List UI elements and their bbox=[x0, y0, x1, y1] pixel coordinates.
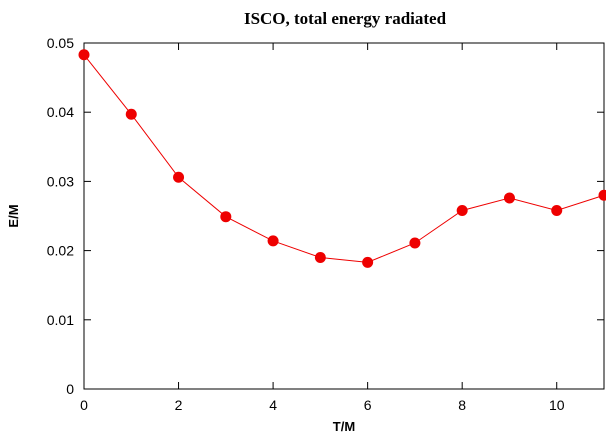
y-tick-label: 0 bbox=[66, 381, 74, 397]
data-point bbox=[125, 108, 137, 120]
x-tick-label: 2 bbox=[175, 397, 183, 413]
data-point bbox=[173, 171, 185, 183]
data-point bbox=[409, 237, 421, 249]
data-point bbox=[503, 192, 515, 204]
data-point bbox=[314, 252, 326, 264]
series-line bbox=[83, 54, 605, 263]
axis-tick-labels: 0 2 4 6 8 10 0 0.01 0.02 0.03 0.04 0.05 bbox=[47, 35, 565, 413]
x-tick-label: 0 bbox=[80, 397, 88, 413]
chart-title: ISCO, total energy radiated bbox=[244, 9, 447, 28]
data-point bbox=[267, 235, 279, 247]
y-tick-label: 0.01 bbox=[47, 312, 74, 328]
x-tick-label: 4 bbox=[269, 397, 277, 413]
x-tick-label: 8 bbox=[458, 397, 466, 413]
plot-frame bbox=[83, 42, 605, 390]
data-point bbox=[78, 49, 90, 61]
y-tick-label: 0.02 bbox=[47, 243, 74, 259]
x-axis-label: T/M bbox=[333, 419, 355, 434]
data-point bbox=[220, 211, 232, 223]
data-point bbox=[362, 256, 374, 268]
data-point bbox=[551, 204, 563, 216]
data-point bbox=[598, 189, 606, 201]
y-tick-label: 0.04 bbox=[47, 104, 74, 120]
data-point bbox=[456, 204, 468, 216]
series-layer bbox=[78, 49, 606, 268]
y-tick-label: 0.03 bbox=[47, 173, 74, 189]
y-tick-label: 0.05 bbox=[47, 35, 74, 51]
y-axis-label: E/M bbox=[6, 204, 21, 227]
x-tick-label: 10 bbox=[549, 397, 565, 413]
x-tick-label: 6 bbox=[364, 397, 372, 413]
axis-ticks bbox=[83, 42, 604, 390]
